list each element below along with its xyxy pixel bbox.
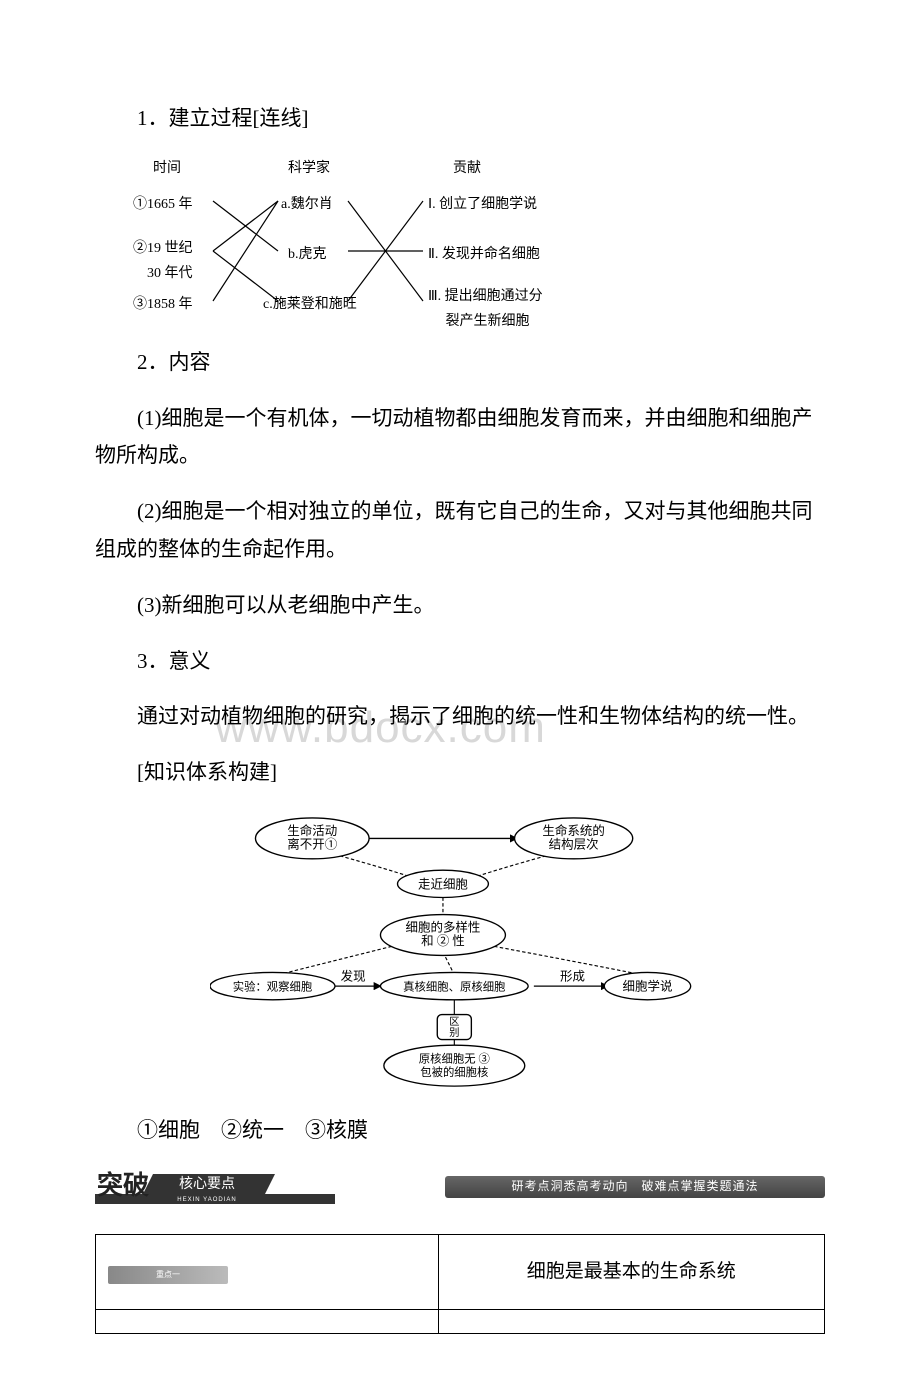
edge-label-discover: 发现 xyxy=(341,968,366,983)
md-mid-3: c.施莱登和施旺 xyxy=(263,292,357,317)
banner-right-box: 研考点洞悉高考动向 破难点掌握类题通法 xyxy=(445,1176,825,1198)
svg-text:离不开①: 离不开① xyxy=(287,837,337,852)
svg-text:别: 别 xyxy=(449,1027,459,1039)
svg-text:实验：观察细胞: 实验：观察细胞 xyxy=(233,980,313,994)
svg-text:真核细胞、原核细胞: 真核细胞、原核细胞 xyxy=(403,980,505,994)
md-mid-2: b.虎克 xyxy=(288,242,327,267)
svg-text:细胞的多样性: 细胞的多样性 xyxy=(406,920,481,935)
md-header-contrib: 贡献 xyxy=(453,156,481,181)
section1-heading: 1．建立过程[连线] xyxy=(95,100,825,138)
svg-text:结构层次: 结构层次 xyxy=(549,837,599,852)
svg-text:生命活动: 生命活动 xyxy=(287,823,337,838)
concept-node-3: 走近细胞 xyxy=(398,870,489,897)
svg-text:走近细胞: 走近细胞 xyxy=(418,877,468,891)
section2-item-2: (2)细胞是一个相对独立的单位，既有它自己的生命，又对与其他细胞共同组成的整体的… xyxy=(95,493,825,569)
svg-text:包被的细胞核: 包被的细胞核 xyxy=(420,1065,488,1079)
banner-main-text: 突破 xyxy=(97,1170,149,1200)
md-mid-1: a.魏尔肖 xyxy=(281,192,333,217)
banner-left-graphic: 突破 核心要点 HEXIN YAODIAN xyxy=(95,1168,335,1204)
concept-node-9: 原核细胞无 ③ 包被的细胞核 xyxy=(384,1045,525,1086)
breakthrough-banner: 突破 核心要点 HEXIN YAODIAN 研考点洞悉高考动向 破难点掌握类题通… xyxy=(95,1168,825,1204)
concept-map: 发现 形成 生命活动 离不开① 生命系统的 结构层次 走近细胞 细胞的多样性 和… xyxy=(210,810,710,1094)
concept-node-1: 生命活动 离不开① xyxy=(255,818,369,859)
md-left-3: ③1858 年 xyxy=(133,292,193,317)
svg-text:生命系统的: 生命系统的 xyxy=(542,823,604,838)
summary-table: 重点一 细胞是最基本的生命系统 xyxy=(95,1234,825,1334)
table-cell-text: 细胞是最基本的生命系统 xyxy=(438,1234,824,1309)
concept-node-8: 区 别 xyxy=(437,1015,471,1040)
md-right-3: Ⅲ. 提出细胞通过分 裂产生新细胞 xyxy=(428,284,543,334)
md-right-1: Ⅰ. 创立了细胞学说 xyxy=(428,192,537,217)
svg-text:区: 区 xyxy=(449,1016,459,1028)
concept-node-6: 真核细胞、原核细胞 xyxy=(380,972,528,999)
concept-node-7: 细胞学说 xyxy=(604,972,690,999)
matching-diagram: 时间 科学家 贡献 ①1665 年 ②19 世纪 30 年代 ③1858 年 a… xyxy=(123,156,583,326)
svg-text:原核细胞无 ③: 原核细胞无 ③ xyxy=(419,1051,490,1065)
md-right-2: Ⅱ. 发现并命名细胞 xyxy=(428,242,540,267)
section2-item-1: (1)细胞是一个有机体，一切动植物都由细胞发育而来，并由细胞和细胞产物所构成。 xyxy=(95,400,825,476)
svg-text:细胞学说: 细胞学说 xyxy=(623,979,673,994)
concept-answers: ①细胞 ②统一 ③核膜 xyxy=(95,1112,825,1150)
edge-label-form: 形成 xyxy=(560,969,585,983)
section2-heading: 2．内容 xyxy=(95,344,825,382)
table-cell-badge: 重点一 xyxy=(96,1234,439,1309)
concept-node-2: 生命系统的 结构层次 xyxy=(515,818,633,859)
concept-node-4: 细胞的多样性 和 ② 性 xyxy=(380,915,505,956)
section2-item-3: (3)新细胞可以从老细胞中产生。 xyxy=(95,587,825,625)
table-cell-empty-right xyxy=(438,1310,824,1334)
table-cell-empty-left xyxy=(96,1310,439,1334)
banner-right-text: 研考点洞悉高考动向 破难点掌握类题通法 xyxy=(511,1176,758,1198)
svg-text:和 ② 性: 和 ② 性 xyxy=(421,934,465,948)
banner-sub-cn: 核心要点 xyxy=(179,1176,235,1192)
concept-node-5: 实验：观察细胞 xyxy=(210,972,335,999)
section3-body: 通过对动植物细胞的研究，揭示了细胞的统一性和生物体结构的统一性。 xyxy=(95,698,825,736)
table-row: 重点一 细胞是最基本的生命系统 xyxy=(96,1234,825,1309)
section3-heading: 3．意义 xyxy=(95,643,825,681)
md-header-time: 时间 xyxy=(153,156,181,181)
banner-sub-en: HEXIN YAODIAN xyxy=(177,1197,236,1203)
md-left-2: ②19 世纪 30 年代 xyxy=(133,236,193,286)
focus-badge: 重点一 xyxy=(108,1266,228,1284)
md-left-1: ①1665 年 xyxy=(133,192,193,217)
md-header-scientist: 科学家 xyxy=(288,156,330,181)
table-row xyxy=(96,1310,825,1334)
